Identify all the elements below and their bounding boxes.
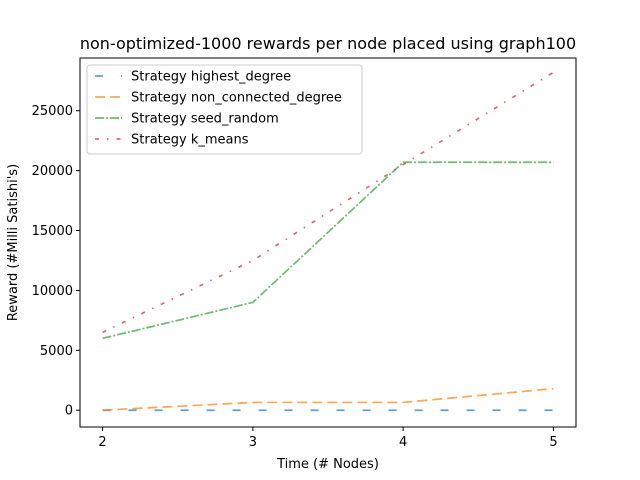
series-line-strategy-k-means <box>102 71 554 334</box>
y-tick-label: 5000 <box>40 344 73 359</box>
axis-ticks: 2 3 4 5 0 5000 10000 15000 20000 25000 <box>32 104 558 450</box>
y-tick-label: 0 <box>65 404 73 419</box>
chart-title: non-optimized-1000 rewards per node plac… <box>80 34 576 53</box>
series-line-strategy-non-connected-degree <box>102 387 554 412</box>
legend-label: Strategy non_connected_degree <box>131 91 342 106</box>
y-tick-label: 20000 <box>32 164 73 179</box>
x-tick-label: 2 <box>98 435 106 450</box>
legend-label: Strategy k_means <box>131 133 249 148</box>
legend-label: Strategy highest_degree <box>131 70 291 85</box>
legend-box <box>86 64 363 155</box>
axes-frame <box>79 57 577 428</box>
series-line-strategy-seed-random <box>102 161 554 340</box>
legend: Strategy highest_degree Strategy non_conn… <box>86 64 363 155</box>
x-tick-label: 4 <box>399 435 407 450</box>
y-tick-label: 15000 <box>32 224 73 239</box>
x-tick-label: 5 <box>549 435 557 450</box>
y-axis-title: Reward (#Milli Satishi's) <box>6 164 21 321</box>
y-tick-label: 10000 <box>32 284 73 299</box>
legend-label: Strategy seed_random <box>131 112 279 127</box>
x-tick-label: 3 <box>249 435 257 450</box>
plot-area <box>102 71 554 412</box>
x-axis-title: Time (# Nodes) <box>276 457 379 472</box>
y-tick-label: 25000 <box>32 104 73 119</box>
